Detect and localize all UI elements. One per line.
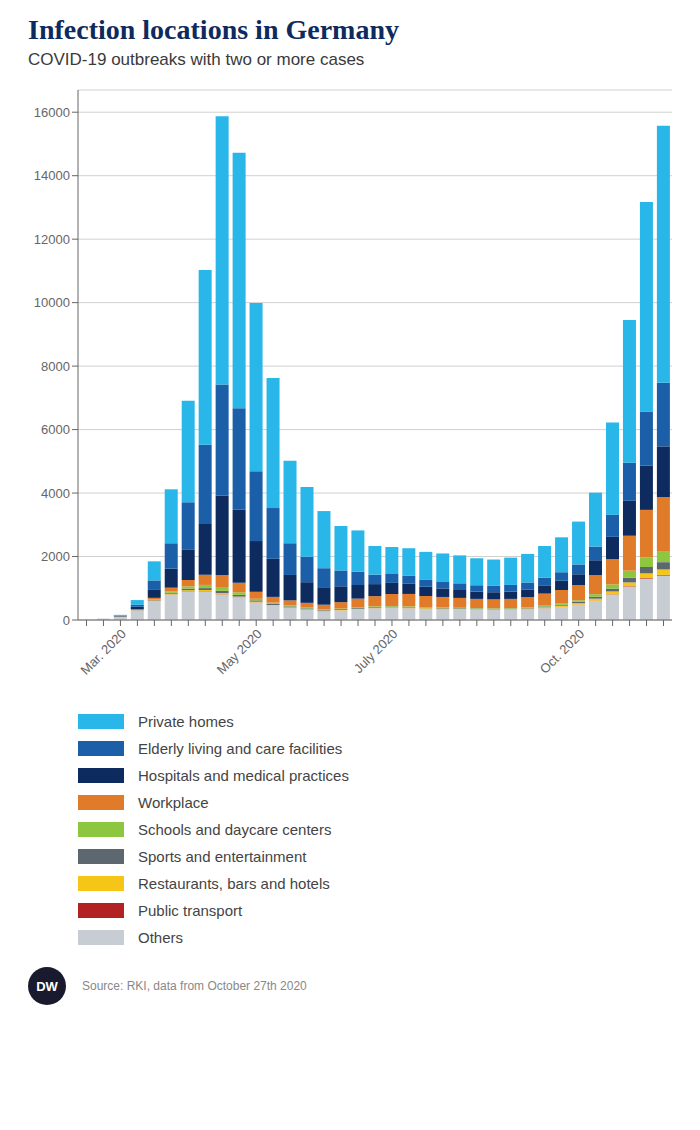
svg-text:0: 0 — [63, 613, 70, 628]
html-text:DW: DW — [36, 978, 58, 994]
html-text:Sports and entertainment: Sports and entertainment — [138, 848, 307, 865]
html-text:Schools and daycare centers: Schools and daycare centers — [138, 821, 332, 838]
html-text:Restaurants, bars and hotels: Restaurants, bars and hotels — [138, 875, 330, 892]
svg-text:Mar. 2020: Mar. 2020 — [78, 626, 129, 677]
html-text:Public transport: Public transport — [138, 902, 243, 919]
html-text:Workplace: Workplace — [138, 794, 209, 811]
svg-text:8000: 8000 — [41, 359, 70, 374]
svg-text:2000: 2000 — [41, 549, 70, 564]
svg-text:May 2020: May 2020 — [214, 626, 265, 677]
html-text:Private homes: Private homes — [138, 713, 234, 730]
svg-text:4000: 4000 — [41, 486, 70, 501]
svg-text:12000: 12000 — [34, 232, 70, 247]
svg-text:Oct. 2020: Oct. 2020 — [537, 626, 587, 676]
svg-text:16000: 16000 — [34, 105, 70, 120]
html-text:Others: Others — [138, 929, 183, 946]
html-text:Hospitals and medical practice: Hospitals and medical practices — [138, 767, 349, 784]
html-text:COVID-19 outbreaks with two or: COVID-19 outbreaks with two or more case… — [28, 50, 365, 69]
svg-text:10000: 10000 — [34, 295, 70, 310]
html-text:Source: RKI, data from October: Source: RKI, data from October 27th 2020 — [82, 979, 307, 993]
html-text:Elderly living and care facili: Elderly living and care facilities — [138, 740, 343, 757]
html-text:Infection locations in Germany: Infection locations in Germany — [28, 14, 399, 45]
svg-text:6000: 6000 — [41, 422, 70, 437]
svg-text:14000: 14000 — [34, 168, 70, 183]
svg-text:July 2020: July 2020 — [351, 626, 401, 676]
